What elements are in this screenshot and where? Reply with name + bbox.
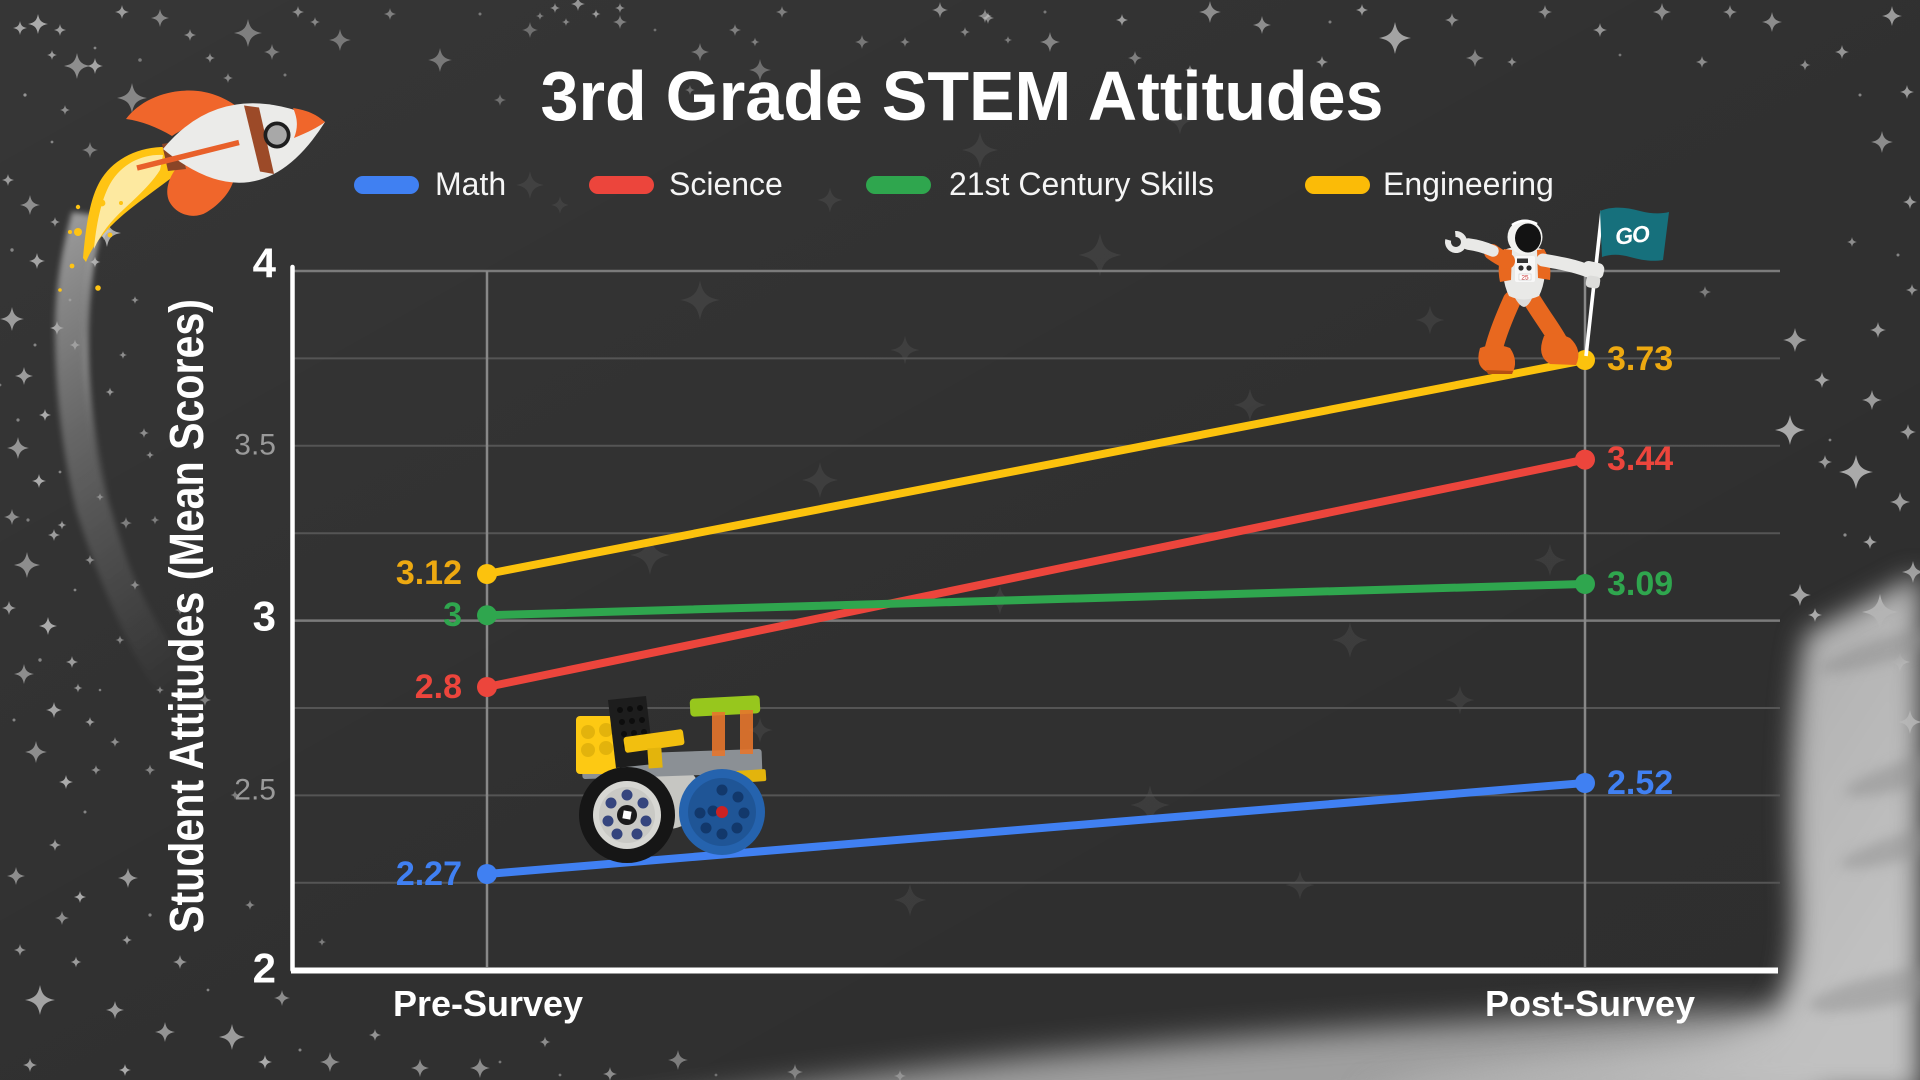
svg-text:2: 2 xyxy=(253,945,276,992)
svg-text:3.73: 3.73 xyxy=(1607,340,1673,378)
svg-text:3.12: 3.12 xyxy=(396,554,462,592)
svg-text:Student Attitudes (Mean Score: Student Attitudes (Mean Scores) xyxy=(161,299,214,933)
svg-text:2.5: 2.5 xyxy=(234,774,276,807)
svg-text:3: 3 xyxy=(443,596,462,634)
svg-text:Science: Science xyxy=(669,166,783,202)
svg-text:2.8: 2.8 xyxy=(415,668,462,706)
svg-text:Post-Survey: Post-Survey xyxy=(1485,983,1695,1024)
svg-text:3.09: 3.09 xyxy=(1607,565,1673,603)
svg-text:3: 3 xyxy=(253,593,276,640)
svg-text:Math: Math xyxy=(435,166,506,202)
svg-text:21st Century Skills: 21st Century Skills xyxy=(949,166,1214,202)
svg-text:2.27: 2.27 xyxy=(396,855,462,893)
svg-text:Engineering: Engineering xyxy=(1383,166,1554,202)
svg-text:25: 25 xyxy=(1521,275,1529,282)
svg-text:3rd Grade STEM Attitudes: 3rd Grade STEM Attitudes xyxy=(541,57,1384,135)
svg-text:3.5: 3.5 xyxy=(234,429,276,462)
svg-text:2.52: 2.52 xyxy=(1607,764,1673,802)
svg-text:4: 4 xyxy=(253,240,277,287)
svg-text:Pre-Survey: Pre-Survey xyxy=(393,983,583,1024)
svg-text:GO: GO xyxy=(1614,220,1651,250)
svg-text:3.44: 3.44 xyxy=(1607,440,1673,478)
